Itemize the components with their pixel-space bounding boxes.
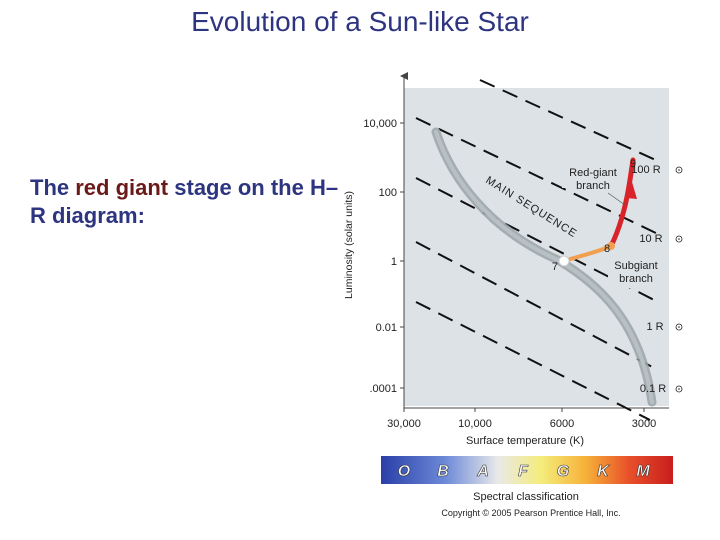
stage-8-label: 8: [604, 243, 610, 255]
spectral-class-m: M: [636, 463, 650, 480]
red-giant-label: Red-giant: [569, 167, 617, 179]
subgiant-label: Subgiant: [614, 260, 657, 272]
stage-point-7: [558, 255, 570, 267]
label-backdrop: [562, 160, 632, 188]
spectral-class-f: F: [518, 463, 529, 480]
y-tick-label: 0.01: [376, 322, 397, 334]
spectral-class-k: K: [597, 463, 610, 480]
svg-text:1 R: 1 R: [646, 321, 663, 333]
spectral-caption: Spectral classification: [473, 491, 579, 503]
spectral-class-a: A: [476, 463, 489, 480]
svg-text:100 R: 100 R: [631, 164, 660, 176]
red-giant-leader: [607, 192, 626, 206]
x-ticks: [403, 408, 645, 412]
spectral-bar: [381, 456, 673, 484]
stage-9-label: 9: [630, 158, 636, 170]
y-axis-label: Luminosity (solar units): [343, 191, 355, 299]
spectral-letters: O B A F G K M: [397, 463, 650, 481]
y-ticks: [400, 122, 404, 389]
caption-highlight: red giant: [75, 175, 169, 200]
spectral-class-o: O: [398, 463, 411, 480]
stage-point-8: [607, 242, 615, 250]
stage-7-label: 7: [552, 261, 558, 273]
subgiant-label-line2: branch: [619, 273, 653, 285]
x-tick-label: 6000: [550, 418, 574, 430]
spectral-class-g: G: [557, 463, 569, 480]
hr-diagram-figure: 10,000 100 1 0.01 .0001 Luminosity (sola…: [340, 70, 720, 540]
slide-title: Evolution of a Sun-like Star: [191, 6, 529, 37]
y-tick-label: .0001: [369, 383, 397, 395]
hr-diagram: 10,000 100 1 0.01 .0001 Luminosity (sola…: [343, 72, 683, 518]
caption-part-2: stage on the H–R diagram:: [30, 175, 339, 228]
svg-text:0.1 R: 0.1 R: [640, 383, 666, 395]
copyright-text: Copyright © 2005 Pearson Prentice Hall, …: [441, 508, 620, 518]
x-tick-label: 3000: [632, 418, 656, 430]
caption-part-1: The: [30, 175, 76, 200]
spectral-class-b: B: [437, 463, 449, 480]
y-tick-label: 10,000: [363, 118, 397, 130]
x-axis-label: Surface temperature (K): [466, 435, 584, 447]
radius-labels: 100 R 10 R 1 R 0.1 R: [631, 164, 683, 395]
x-tick-label: 30,000: [387, 418, 421, 430]
svg-text:10 R: 10 R: [639, 233, 662, 245]
y-tick-label: 1: [391, 256, 397, 268]
slide-caption: The red giant stage on the H–R diagram:: [30, 174, 340, 230]
main-sequence-core: [434, 130, 654, 404]
red-giant-label-line2: branch: [576, 180, 610, 192]
label-backdrop: [608, 258, 664, 288]
red-giant-arrowhead: [626, 182, 637, 199]
y-tick-label: 100: [379, 187, 397, 199]
red-giant-branch-track: [608, 157, 636, 249]
x-tick-label: 10,000: [458, 418, 492, 430]
